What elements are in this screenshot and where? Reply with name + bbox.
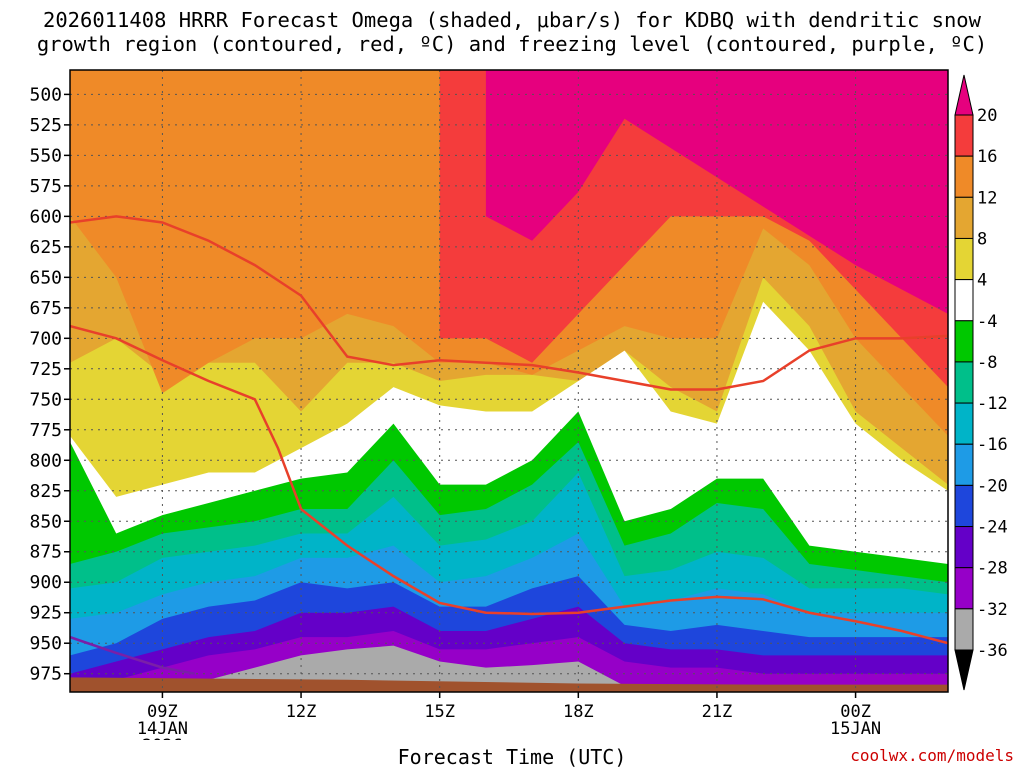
colorbar-top-arrow	[954, 74, 974, 116]
x-tick-label-00Z: 00Z	[840, 702, 871, 722]
terrain-fill	[70, 677, 948, 692]
colorbar-segment-11	[954, 567, 974, 610]
y-tick-label-675: 675	[29, 298, 62, 319]
y-tick-label-975: 975	[29, 664, 62, 685]
x-tick-label-15Z: 15Z	[424, 702, 455, 722]
y-tick-label-525: 525	[29, 115, 62, 136]
y-tick-label-600: 600	[29, 206, 62, 227]
colorbar-segment-2	[954, 196, 974, 239]
colorbar-segment-5	[954, 320, 974, 363]
y-tick-label-575: 575	[29, 176, 62, 197]
y-tick-label-825: 825	[29, 481, 62, 502]
colorbar-label-neg24: -24	[977, 518, 1008, 538]
y-tick-label-700: 700	[29, 328, 62, 349]
chart-title-line-2: growth region (contoured, red, ºC) and f…	[36, 32, 988, 56]
y-tick-label-900: 900	[29, 572, 62, 593]
colorbar-label-neg32: -32	[977, 600, 1008, 620]
y-tick-label-750: 750	[29, 389, 62, 410]
omega-time-height-chart: 500 525 550 575 600 625 650 675 700 725 750 775 800 8…	[29, 69, 1008, 740]
colorbar-segment-3	[954, 237, 974, 281]
y-tick-label-500: 500	[29, 84, 62, 105]
colorbar-segment-0	[954, 114, 974, 157]
x-tick-label-21Z: 21Z	[702, 702, 733, 722]
freezing-level-line	[70, 635, 195, 675]
colorbar-label-4: 4	[977, 271, 987, 291]
x-tick-label-15JAN: 15JAN	[830, 719, 881, 739]
chart-title-line-1: 2026011408 HRRR Forecast Omega (shaded, …	[43, 8, 981, 32]
x-tick-label-09Z: 09Z	[147, 702, 178, 722]
colorbar-segment-10	[954, 526, 974, 569]
y-tick-label-725: 725	[29, 359, 62, 380]
colorbar-segment-7	[954, 402, 974, 445]
colorbar-label-12: 12	[977, 188, 997, 208]
y-tick-label-800: 800	[29, 450, 62, 471]
y-tick-label-850: 850	[29, 511, 62, 532]
y-tick-label-950: 950	[29, 633, 62, 654]
colorbar-segment-6	[954, 361, 974, 404]
credit-link[interactable]: coolwx.com/models	[850, 746, 1014, 765]
colorbar-label-neg8: -8	[977, 353, 997, 373]
plot-area	[70, 70, 948, 692]
colorbar-segment-12	[954, 608, 974, 651]
colorbar-label-neg12: -12	[977, 394, 1008, 414]
y-tick-label-775: 775	[29, 420, 62, 441]
colorbar-bottom-arrow	[954, 649, 974, 691]
colorbar-label-16: 16	[977, 147, 997, 167]
dgz-upper-isotherm	[70, 215, 948, 391]
colorbar-segment-9	[954, 484, 974, 528]
colorbar-label-neg20: -20	[977, 476, 1008, 496]
colorbar-segment-8	[954, 443, 974, 486]
omega-band-above-20	[485, 70, 948, 314]
colorbar-label-20: 20	[977, 106, 997, 126]
x-tick-label-18Z: 18Z	[563, 702, 594, 722]
x-tick-label-12Z: 12Z	[286, 702, 317, 722]
y-tick-label-925: 925	[29, 603, 62, 624]
y-tick-label-875: 875	[29, 542, 62, 563]
y-tick-label-550: 550	[29, 145, 62, 166]
colorbar-label-neg16: -16	[977, 435, 1008, 455]
x-axis-title: Forecast Time (UTC)	[397, 745, 627, 769]
dgz-lower-isotherm	[70, 324, 948, 645]
colorbar-label-8: 8	[977, 229, 987, 249]
colorbar-segment-1	[954, 155, 974, 198]
colorbar-segment-4	[954, 279, 974, 322]
y-tick-label-625: 625	[29, 237, 62, 258]
colorbar-label-neg4: -4	[977, 312, 997, 332]
x-tick-label-14JAN: 14JAN	[137, 719, 188, 739]
y-tick-label-650: 650	[29, 267, 62, 288]
x-tick-label-2026: 2026	[142, 736, 183, 740]
plot-frame	[69, 69, 949, 693]
colorbar-label-neg28: -28	[977, 559, 1008, 579]
colorbar-label-neg36: -36	[977, 641, 1008, 661]
